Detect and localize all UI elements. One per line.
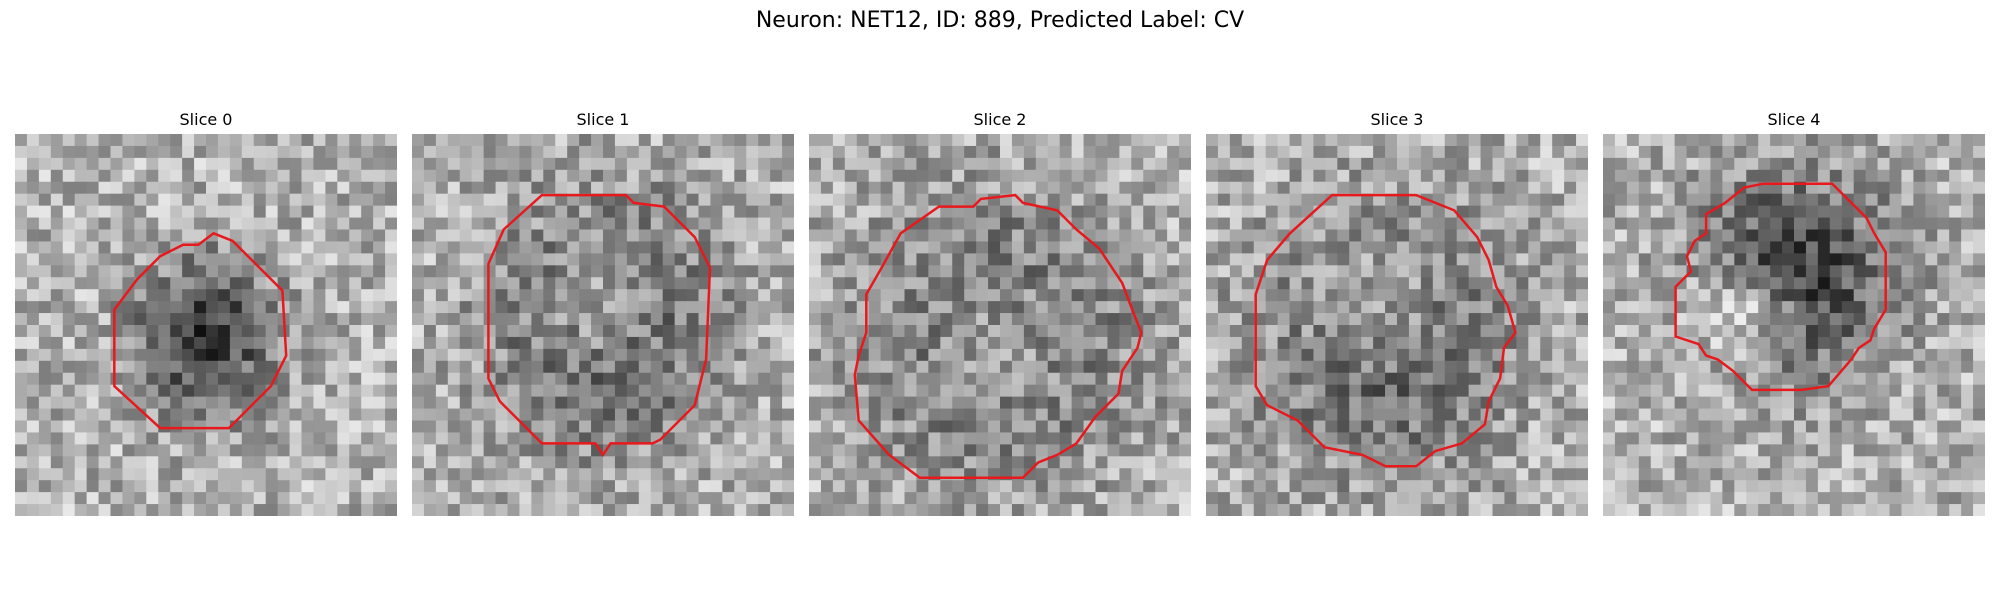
slice-panel-3: Slice 3	[1206, 108, 1588, 516]
contour-outline	[487, 193, 712, 458]
slice-title: Slice 0	[179, 110, 233, 129]
slice-image	[15, 134, 397, 516]
slice-title: Slice 1	[576, 110, 630, 129]
pixel-grid	[1206, 134, 1588, 516]
figure-title: Neuron: NET12, ID: 889, Predicted Label:…	[755, 8, 1245, 33]
pixel-grid	[1603, 134, 1985, 516]
slice-title: Slice 2	[973, 110, 1027, 129]
slice-canvas	[809, 134, 1191, 516]
slice-panel-1: Slice 1	[412, 108, 794, 516]
contour-outline	[853, 193, 1143, 480]
contour-outline	[1674, 182, 1887, 392]
slice-canvas	[1206, 134, 1588, 516]
slice-title: Slice 3	[1370, 110, 1424, 129]
slice-image	[1206, 134, 1588, 516]
slice-panel-2: Slice 2	[809, 108, 1191, 516]
slice-image	[412, 134, 794, 516]
slice-title: Slice 4	[1767, 110, 1821, 129]
slice-canvas	[412, 134, 794, 516]
slice-canvas	[1603, 134, 1985, 516]
slice-image	[809, 134, 1191, 516]
slice-image	[1603, 134, 1985, 516]
slice-panel-4: Slice 4	[1603, 108, 1985, 516]
slice-panel-0: Slice 0	[15, 108, 397, 516]
slice-canvas	[15, 134, 397, 516]
pixel-grid	[412, 134, 794, 516]
contour-outline	[113, 231, 288, 430]
contour-outline	[1254, 193, 1517, 468]
pixel-grid	[15, 134, 397, 516]
